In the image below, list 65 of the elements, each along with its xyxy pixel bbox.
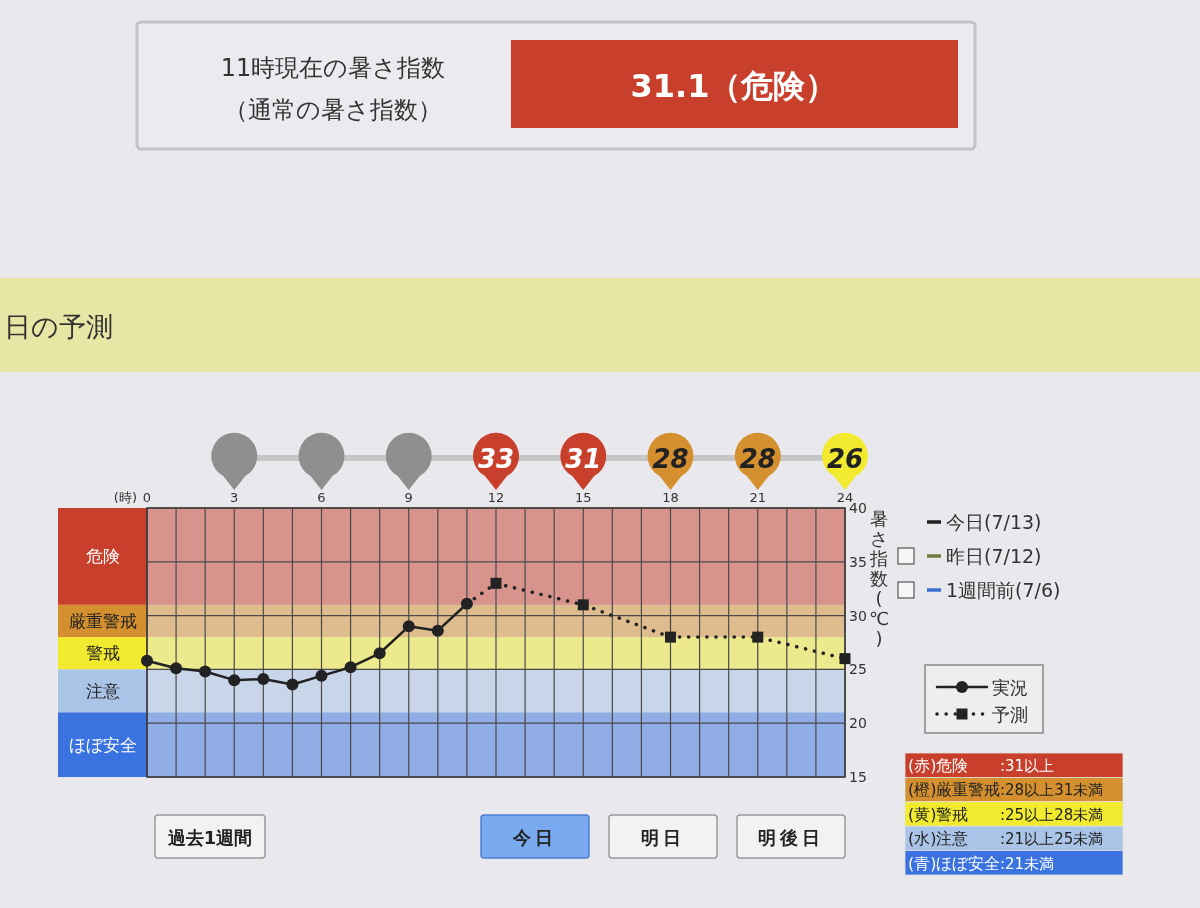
text: :25以上28未満 [1000, 805, 1104, 824]
text: 今日 [512, 827, 557, 848]
text: （通常の暑さ指数） [224, 96, 442, 124]
text: 日の予測 [4, 311, 113, 342]
x-tick-label: 15 [574, 490, 592, 505]
point [577, 599, 589, 611]
x-tick-label: 6 [317, 490, 326, 505]
point [490, 577, 502, 589]
point [141, 654, 153, 667]
point [170, 662, 183, 675]
x-tick-label: 18 [662, 490, 679, 505]
band-label: 警戒 [85, 643, 120, 664]
x-tick-label: 3 [230, 490, 239, 505]
legend-title: 今日(7/13) [946, 511, 1042, 533]
legend-label: 予測 [992, 704, 1028, 725]
y-axis-title: 暑さ指数(℃) [868, 508, 890, 649]
text: 明後日 [758, 827, 824, 848]
point [373, 647, 386, 660]
point [431, 624, 444, 637]
point [839, 653, 851, 665]
point [665, 631, 676, 643]
text: (橙)厳重警戒 [908, 780, 1001, 800]
text: :21未満 [1000, 854, 1055, 873]
point [257, 673, 270, 686]
point [228, 674, 241, 687]
band-label: ほぼ安全 [68, 734, 137, 755]
text: :21以上25未満 [1000, 830, 1104, 849]
y-tick-label: 35 [849, 553, 867, 570]
text: 過去1週間 [166, 827, 253, 848]
legend-label: 1週間前(7/6) [946, 579, 1061, 601]
text: 31.1（危険） [630, 67, 838, 105]
text: 11時現在の暑さ指数 [220, 54, 446, 82]
y-tick-label: 20 [849, 715, 867, 732]
x-tick-label: 9 [404, 490, 413, 505]
legend-label: 実況 [992, 677, 1028, 698]
x-tick-label: 0 [142, 490, 152, 505]
data-label: 28 [652, 444, 689, 474]
y-tick-label: 15 [849, 769, 867, 785]
point [402, 620, 415, 633]
y-tick-label: 30 [849, 607, 867, 624]
text: 明日 [641, 827, 685, 848]
band-label: 危険 [85, 546, 120, 567]
text: (黄)警戒 [908, 804, 969, 824]
x-axis-title: (時) [113, 490, 137, 505]
point [460, 597, 473, 610]
text: (赤)危険 [908, 756, 969, 775]
x-tick-label: 12 [487, 490, 505, 505]
legend-label: 昨日(7/12) [946, 545, 1042, 567]
text: :31以上 [1000, 757, 1055, 775]
point [199, 665, 212, 678]
text: (青)ほぼ安全 [908, 853, 1001, 873]
y-tick-label: 25 [849, 661, 867, 678]
data-label: 26 [826, 444, 864, 474]
band-label: 厳重警戒 [68, 610, 137, 631]
x-tick-label: 21 [749, 490, 767, 505]
data-label: 28 [739, 444, 776, 474]
data-label: 31 [565, 444, 602, 474]
text: :28以上31未満 [1000, 781, 1104, 800]
data-label: 33 [477, 444, 515, 474]
point [315, 669, 328, 682]
band-label: 注意 [85, 680, 120, 701]
point [344, 661, 357, 674]
point [752, 631, 764, 643]
text: (水)注意 [908, 829, 969, 849]
point [286, 678, 299, 691]
